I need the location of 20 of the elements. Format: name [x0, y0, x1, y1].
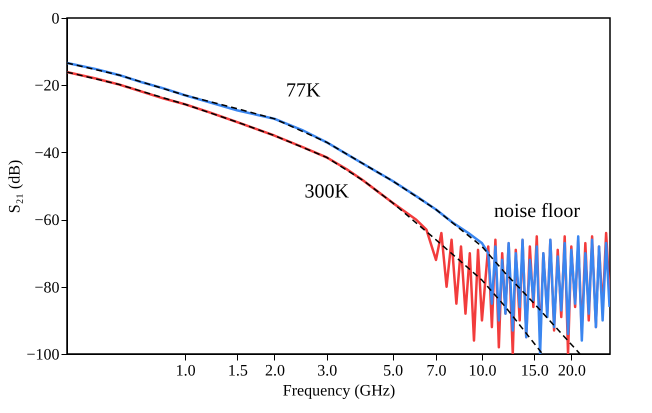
x-tick-label: 2.0 — [264, 362, 285, 380]
annotation: noise floor — [494, 200, 580, 222]
x-tick-label: 1.5 — [228, 362, 248, 380]
x-tick-label: 15.0 — [520, 362, 549, 380]
x-tick-label: 5.0 — [383, 362, 404, 380]
y-tick-label: 0 — [52, 10, 60, 28]
x-tick-label: 7.0 — [426, 362, 446, 380]
x-tick-label: 10.0 — [468, 362, 496, 380]
y-tick-label: −80 — [34, 279, 60, 296]
y-axis-title: S₂₁ (dB) — [6, 160, 24, 214]
y-tick-label: −60 — [34, 212, 60, 230]
x-tick-label: 20.0 — [558, 362, 586, 380]
series-label: 77K — [286, 80, 322, 102]
x-tick-label: 3.0 — [317, 362, 338, 380]
y-tick-label: −40 — [34, 144, 60, 162]
y-tick-label: −20 — [34, 78, 60, 95]
y-tick-label: −100 — [26, 346, 60, 364]
x-tick-label: 1.0 — [176, 362, 196, 380]
x-axis-title: Frequency (GHz) — [282, 382, 396, 400]
series-label: 300K — [304, 180, 350, 202]
